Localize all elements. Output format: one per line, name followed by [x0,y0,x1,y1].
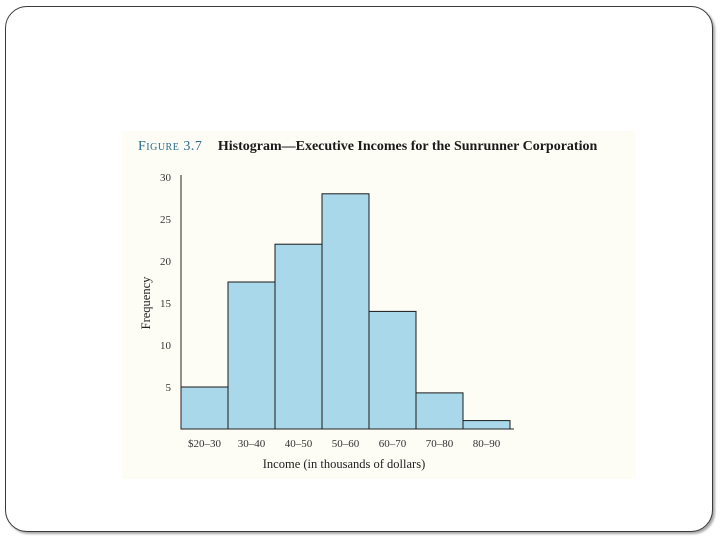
histogram-bar [415,392,464,430]
histogram-bar [321,193,370,430]
histogram-bar [368,310,417,430]
x-tick-label: 30–40 [238,438,266,450]
histogram-bar [462,420,511,430]
histogram-bar [274,243,323,430]
x-tick-label: 40–50 [285,438,313,450]
figure-title: Figure 3.7 Histogram—Executive Incomes f… [138,139,597,155]
y-tick-label: 20 [160,256,172,268]
y-tick-label: 5 [166,382,172,394]
y-tick-label: 15 [160,298,172,310]
histogram-bar [180,386,229,430]
y-tick-label: 25 [160,214,172,226]
y-tick-label: 10 [160,340,172,352]
x-tick-label: $20–30 [188,438,222,450]
x-axis-title: Income (in thousands of dollars) [263,457,425,471]
x-tick-label: 50–60 [332,438,360,450]
figure-panel: Figure 3.7 Histogram—Executive Incomes f… [122,131,636,479]
x-tick-labels: $20–30 30–40 40–50 50–60 60–70 70–80 80–90 [188,438,501,450]
x-tick-label: 70–80 [426,438,454,450]
y-tick-labels: 5 10 15 20 25 30 [160,172,172,394]
y-axis-title: Frequency [139,276,153,330]
figure-heading: Histogram—Executive Incomes for the Sunr… [217,139,598,154]
x-tick-label: 80–90 [473,438,501,450]
bars-group [180,193,511,430]
figure-label: Figure 3.7 [138,139,203,154]
x-tick-label: 60–70 [379,438,407,450]
histogram-chart: 5 10 15 20 25 30 $20–30 30–40 40–50 50–60 60–70 70… [139,172,514,471]
y-tick-label: 30 [160,172,172,184]
histogram-bar [227,281,276,430]
